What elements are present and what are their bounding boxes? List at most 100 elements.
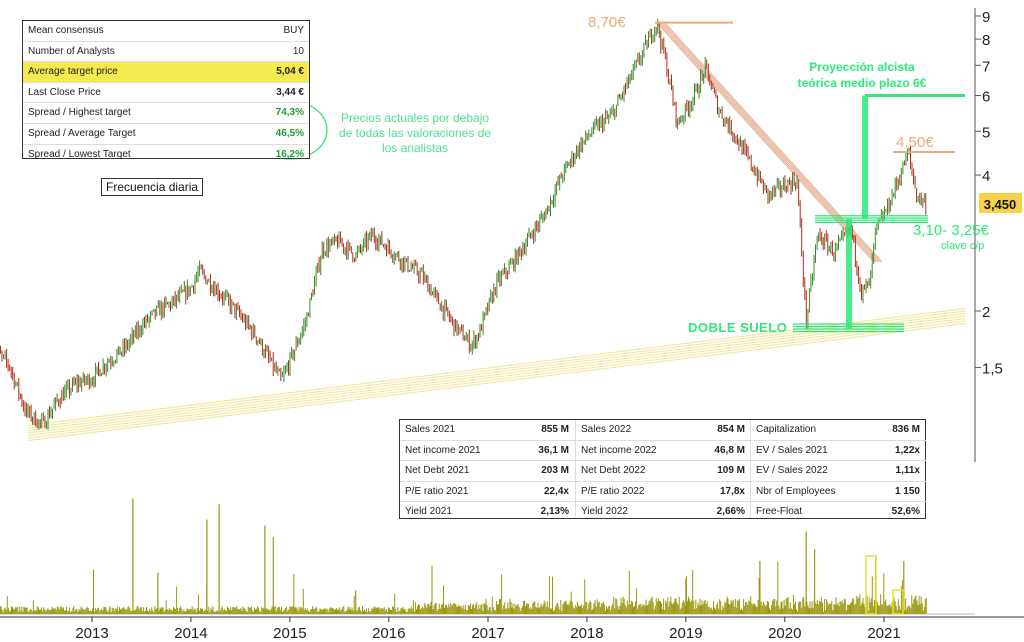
fundamentals-value: 17,8x bbox=[719, 485, 745, 497]
fundamentals-label: EV / Sales 2022 bbox=[756, 465, 828, 477]
projection-vertical-bar bbox=[862, 95, 868, 219]
x-tick-label: 2020 bbox=[768, 625, 801, 642]
fundamentals-value: 2,13% bbox=[540, 506, 569, 518]
fundamentals-row: Free-Float 52,6% bbox=[751, 502, 926, 522]
fundamentals-label: Net Debt 2022 bbox=[581, 465, 646, 477]
fundamentals-value: 854 M bbox=[717, 424, 745, 435]
consensus-label: Last Close Price bbox=[28, 86, 101, 98]
fundamentals-row: Yield 2022 2,66% bbox=[576, 502, 751, 522]
consensus-value: BUY bbox=[283, 25, 304, 36]
y-tick-label: 2 bbox=[982, 304, 990, 321]
fundamentals-value: 36,1 M bbox=[538, 444, 569, 456]
support-trendline-band bbox=[27, 310, 966, 429]
fundamentals-row: P/E ratio 2021 22,4x bbox=[400, 482, 575, 503]
fundamentals-value: 855 M bbox=[541, 424, 569, 435]
y-tick-label: 7 bbox=[982, 58, 990, 75]
fundamentals-label: Free-Float bbox=[756, 506, 803, 518]
fundamentals-row: Sales 2021 855 M bbox=[400, 420, 575, 441]
consensus-label: Spread / Highest target bbox=[28, 107, 131, 119]
analyst-note-line: Precios actuales por debajo bbox=[340, 111, 490, 125]
y-tick-labels: 9 8 7 6 5 4 2 1,5 bbox=[975, 9, 1003, 377]
last-price-badge: 3,450 bbox=[984, 197, 1017, 212]
support-trendline bbox=[27, 307, 966, 442]
fundamentals-label: P/E ratio 2021 bbox=[405, 485, 469, 497]
volume-highlight-box bbox=[865, 555, 877, 615]
double-bottom-label: DOBLE SUELO bbox=[688, 320, 788, 335]
support-trendline-band bbox=[27, 317, 966, 437]
fundamentals-value: 22,4x bbox=[543, 485, 569, 497]
x-tick-label: 2016 bbox=[372, 625, 405, 642]
resistance-trendline-band bbox=[657, 21, 877, 263]
volume-bars bbox=[0, 498, 927, 614]
consensus-value: 74,3% bbox=[275, 107, 304, 119]
fundamentals-row: P/E ratio 2022 17,8x bbox=[576, 482, 751, 503]
fundamentals-value: 46,8 M bbox=[714, 444, 745, 456]
consensus-value: 16,2% bbox=[275, 148, 304, 160]
level-lines bbox=[655, 21, 955, 153]
fundamentals-column: Capitalization 836 M EV / Sales 2021 1,22x E… bbox=[750, 420, 926, 518]
fundamentals-value: 1,11x bbox=[895, 465, 920, 477]
consensus-row: Spread / Average Target 46,5% bbox=[23, 124, 309, 145]
fundamentals-row: Sales 2022 854 M bbox=[576, 420, 751, 441]
fundamentals-label: Yield 2021 bbox=[405, 506, 452, 518]
fundamentals-row: Capitalization 836 M bbox=[751, 420, 926, 441]
last-price-badge-bg bbox=[979, 193, 1022, 213]
y-tick-label: 6 bbox=[982, 89, 990, 106]
fundamentals-label: Net income 2021 bbox=[405, 444, 481, 456]
consensus-row: Spread / Highest target 74,3% bbox=[23, 103, 309, 124]
resistance-trendline-band bbox=[659, 21, 879, 263]
consensus-label: Number of Analysts bbox=[28, 45, 115, 57]
fundamentals-label: Sales 2021 bbox=[405, 424, 456, 435]
fundamentals-value: 1,22x bbox=[894, 444, 920, 456]
consensus-value: 3,44 € bbox=[276, 86, 304, 98]
analyst-note: Precios actuales por debajo de todas las… bbox=[330, 111, 500, 156]
consensus-label: Spread / Average Target bbox=[28, 127, 136, 139]
fundamentals-label: Sales 2022 bbox=[581, 424, 632, 435]
projection-label: Proyección alcista teórica medio plazo 6… bbox=[772, 59, 952, 91]
peak-label: 8,70€ bbox=[588, 14, 626, 31]
y-tick-label: 9 bbox=[982, 9, 990, 26]
fundamentals-value: 109 M bbox=[717, 465, 745, 477]
fundamentals-value: 1 150 bbox=[894, 485, 920, 497]
x-tick-label: 2015 bbox=[273, 625, 306, 642]
support-label: 3,10- 3,25€ bbox=[913, 222, 989, 239]
consensus-value: 5,04 € bbox=[276, 66, 304, 78]
resistance-trendline-band bbox=[655, 21, 875, 263]
projection-label-line: teórica medio plazo 6€ bbox=[797, 76, 927, 90]
x-tick-label: 2021 bbox=[867, 625, 900, 642]
candles bbox=[0, 18, 927, 430]
consensus-table: Mean consensus BUY Number of Analysts 10 Ave… bbox=[22, 20, 310, 160]
consensus-row: Average target price 5,04 € bbox=[23, 62, 309, 83]
x-tick-label: 2018 bbox=[570, 625, 603, 642]
fundamentals-value: 2,66% bbox=[716, 506, 745, 518]
fundamentals-label: Capitalization bbox=[756, 424, 817, 435]
fundamentals-label: Net Debt 2021 bbox=[405, 465, 470, 477]
consensus-row: Mean consensus BUY bbox=[23, 21, 309, 42]
x-tick-label: 2013 bbox=[75, 625, 108, 642]
fundamentals-row: Net Debt 2022 109 M bbox=[576, 461, 751, 482]
projection-lines bbox=[793, 94, 965, 615]
y-tick-label: 4 bbox=[982, 168, 990, 185]
x-tick-labels: 2013 2014 2015 2016 2017 2018 2019 2020 2021 bbox=[75, 617, 901, 642]
support-trendline-band bbox=[27, 322, 966, 442]
x-tick-label: 2019 bbox=[669, 625, 702, 642]
support-sublabel: clave c/p bbox=[941, 240, 985, 252]
support-trendline-band bbox=[27, 312, 966, 432]
fundamentals-value: 836 M bbox=[892, 424, 920, 435]
support-trendline-band bbox=[27, 315, 966, 434]
analyst-note-line: de todas las valoraciones de bbox=[338, 126, 492, 140]
recent-high-label: 4,50€ bbox=[896, 134, 934, 151]
fundamentals-row: EV / Sales 2022 1,11x bbox=[751, 461, 926, 482]
consensus-row: Spread / Lowest Target 16,2% bbox=[23, 145, 309, 165]
fundamentals-value: 203 M bbox=[541, 465, 569, 477]
consensus-label: Mean consensus bbox=[28, 25, 104, 36]
consensus-value: 10 bbox=[292, 45, 304, 57]
double-bottom-vertical-bar bbox=[846, 218, 852, 330]
y-tick-label: 1,5 bbox=[982, 360, 1003, 377]
frequency-label: Frecuencia diaria bbox=[101, 178, 204, 196]
consensus-row: Number of Analysts 10 bbox=[23, 42, 309, 63]
fundamentals-table: Sales 2021 855 M Net income 2021 36,1 M Net … bbox=[399, 419, 926, 519]
fundamentals-row: Net income 2021 36,1 M bbox=[400, 441, 575, 462]
volume-highlight-box bbox=[892, 589, 904, 615]
